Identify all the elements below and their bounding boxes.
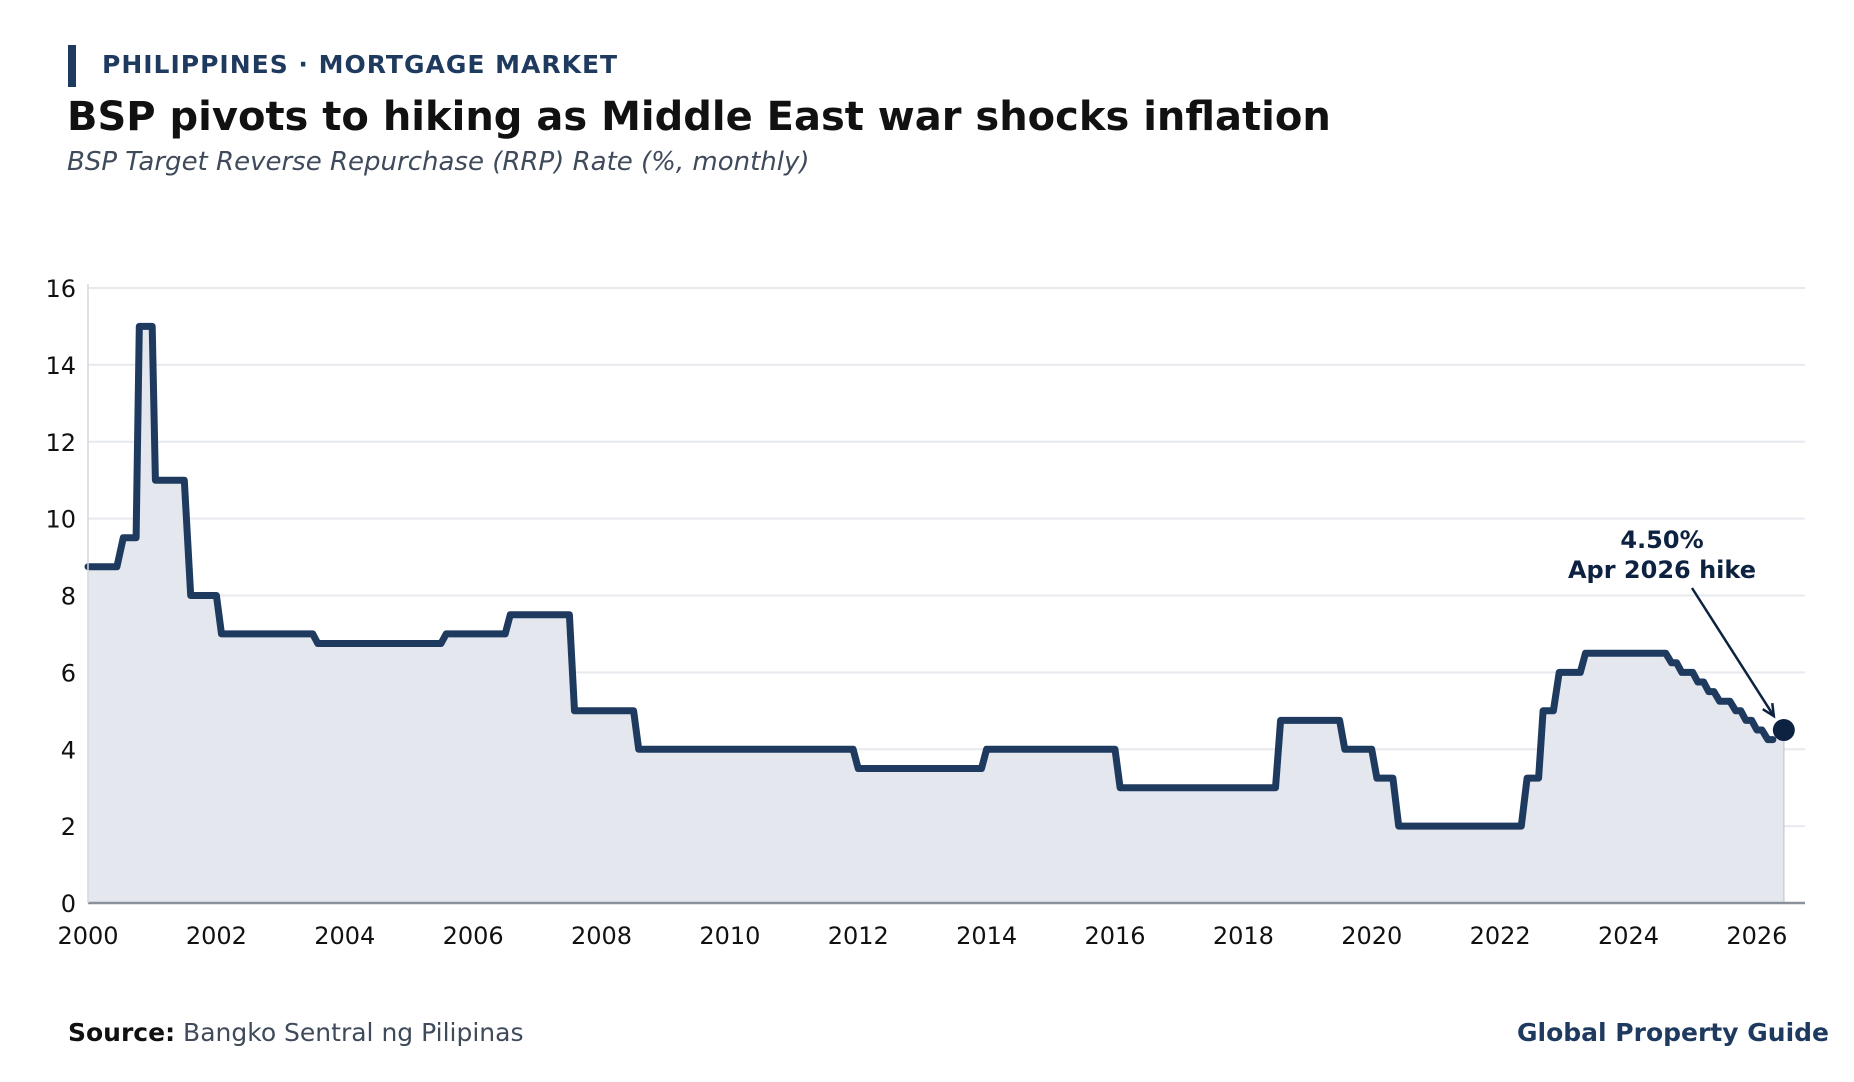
x-tick-label: 2024 [1598,922,1659,950]
annotation-text: Apr 2026 hike [1568,556,1756,584]
eyebrow-label: PHILIPPINES · MORTGAGE MARKET [102,50,619,79]
annotation-arrowhead [1762,702,1776,719]
chart-title: BSP pivots to hiking as Middle East war … [67,94,1331,140]
annotation-arrow [1690,587,1775,717]
y-tick-label: 16 [45,275,76,303]
source-text: Bangko Sentral ng Pilipinas [183,1018,524,1047]
y-tick-label: 4 [61,736,76,764]
chart-subtitle: BSP Target Reverse Repurchase (RRP) Rate… [67,147,810,177]
source-label: Source: [68,1018,176,1047]
y-tick-label: 2 [61,813,76,841]
annotation: 4.50% Apr 2026 hike [1568,526,1795,742]
x-tick-label: 2000 [57,922,118,950]
y-tick-label: 10 [45,506,76,534]
x-tick-label: 2026 [1726,922,1787,950]
x-tick-label: 2008 [571,922,632,950]
source-note: Source: Bangko Sentral ng Pilipinas [68,1018,523,1047]
x-tick-label: 2010 [699,922,760,950]
highlight-point [1772,719,1795,742]
eyebrow-accent-bar [68,45,76,87]
y-tick-label: 12 [45,429,76,457]
annotation-value: 4.50% [1620,526,1703,554]
x-tick-labels: 2000 2002 2004 2006 2008 2010 2012 2014 2016 2018… [57,922,1787,950]
rate-series-line [84,322,1777,830]
brand-label: Global Property Guide [1517,1018,1829,1047]
y-tick-label: 14 [45,352,76,380]
y-tick-label: 8 [61,583,76,611]
y-tick-label: 0 [61,890,76,918]
rate-area-fill [88,326,1784,903]
x-tick-label: 2022 [1470,922,1531,950]
x-tick-label: 2006 [443,922,504,950]
y-tick-label: 6 [61,659,76,687]
x-tick-label: 2016 [1084,922,1145,950]
x-tick-label: 2018 [1213,922,1274,950]
x-tick-label: 2002 [186,922,247,950]
x-tick-label: 2004 [314,922,375,950]
x-tick-label: 2012 [828,922,889,950]
y-tick-labels: 0 2 4 6 8 10 12 14 16 [45,275,76,918]
x-tick-label: 2014 [956,922,1017,950]
x-tick-label: 2020 [1341,922,1402,950]
